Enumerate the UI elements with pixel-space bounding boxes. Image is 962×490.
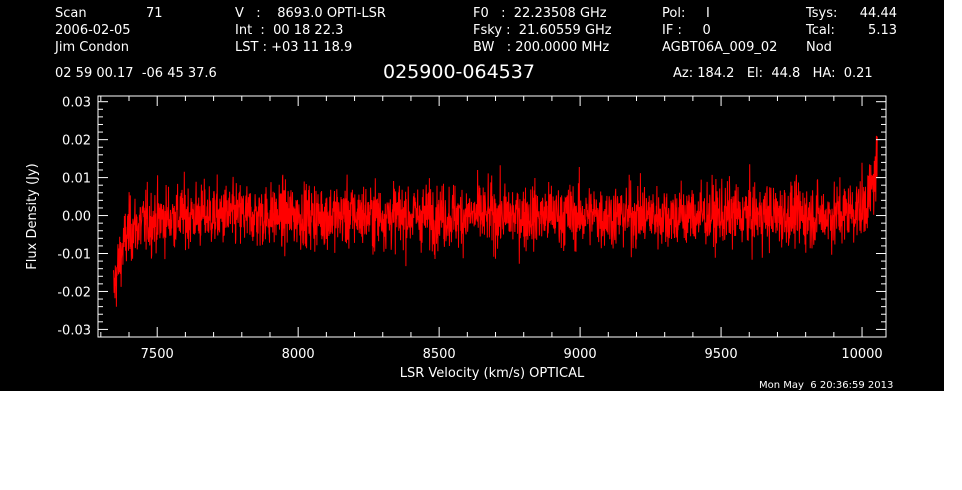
az-el-ha: Az: 184.2 El: 44.8 HA: 0.21: [673, 66, 873, 81]
source-name: 025900-064537: [383, 61, 535, 83]
plot-panel: Scan 71 2006-02-05 Jim Condon V : 8693.0…: [0, 0, 944, 391]
plot-frame: [97, 95, 887, 338]
integration-time: Int : 00 18 22.3: [235, 23, 344, 38]
switching-mode: Nod: [806, 40, 832, 55]
spectrum-line: [113, 135, 878, 307]
sky-frequency: Fsky : 21.60559 GHz: [473, 23, 612, 38]
observation-date: 2006-02-05: [55, 23, 131, 38]
project-id: AGBT06A_009_02: [662, 40, 778, 55]
x-tick-label: 8000: [282, 347, 315, 362]
polarization: Pol: I: [662, 6, 710, 21]
y-tick-label: -0.01: [57, 248, 91, 263]
velocity-info: V : 8693.0 OPTI-LSR: [235, 6, 386, 21]
rest-frequency: F0 : 22.23508 GHz: [473, 6, 607, 21]
tcal-label: Tcal:: [806, 23, 835, 38]
y-tick-label: 0.01: [62, 172, 91, 187]
x-tick-label: 9500: [705, 347, 738, 362]
y-tick-label: -0.03: [57, 323, 91, 338]
y-tick-label: 0.03: [62, 96, 91, 111]
source-coordinates: 02 59 00.17 -06 45 37.6: [55, 66, 217, 81]
y-tick-label: -0.02: [57, 285, 91, 300]
tcal-value: 5.13: [868, 23, 897, 38]
scan-label: Scan: [55, 6, 87, 21]
y-axis-label: Flux Density (Jy): [25, 163, 40, 269]
tsys-label: Tsys:: [806, 6, 838, 21]
render-timestamp: Mon May 6 20:36:59 2013: [759, 380, 894, 391]
if-number: IF : 0: [662, 23, 711, 38]
tsys-value: 44.44: [859, 6, 897, 21]
scan-number: 71: [146, 6, 163, 21]
spectrum-trace-group: [113, 135, 878, 307]
x-tick-label: 9000: [564, 347, 597, 362]
observer-name: Jim Condon: [55, 40, 129, 55]
x-tick-label: 8500: [423, 347, 456, 362]
spectrum-chart: 7500 8000 8500 9000 9500 10000 -0.03 -0.02 -0.01…: [25, 95, 887, 381]
x-tick-label: 7500: [141, 347, 174, 362]
x-axis-label: LSR Velocity (km/s) OPTICAL: [400, 366, 585, 381]
y-tick-label: 0.02: [62, 134, 91, 149]
x-tick-label: 10000: [841, 347, 882, 362]
bandwidth: BW : 200.0000 MHz: [473, 40, 610, 55]
lst-info: LST : +03 11 18.9: [235, 40, 353, 55]
axis-group: 7500 8000 8500 9000 9500 10000 -0.03 -0.02 -0.01…: [57, 96, 886, 362]
y-tick-label: 0.00: [62, 210, 91, 225]
